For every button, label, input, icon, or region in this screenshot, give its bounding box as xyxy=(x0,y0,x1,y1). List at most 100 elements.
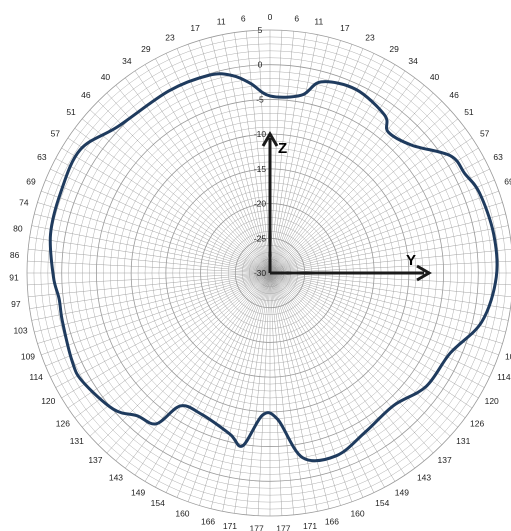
y-axis-arrowhead xyxy=(416,264,432,282)
angle-tick-label: 120 xyxy=(485,396,499,406)
grid-spoke xyxy=(245,272,271,515)
grid-spoke xyxy=(82,272,271,428)
grid-spoke xyxy=(61,272,271,399)
grid-spoke xyxy=(82,118,271,274)
ring-value-label: 0 xyxy=(258,60,263,70)
grid-ring-minor xyxy=(47,50,493,496)
grid-spoke xyxy=(125,77,271,274)
angle-tick-label: 17 xyxy=(340,23,350,33)
ring-value-label: -10 xyxy=(254,129,267,139)
grid-spoke xyxy=(269,32,306,274)
angle-tick-label: 29 xyxy=(141,44,151,54)
grid-spoke xyxy=(269,272,485,388)
grid-spoke xyxy=(269,109,451,274)
angle-tick-label: 143 xyxy=(109,472,123,482)
grid-spoke xyxy=(199,272,271,506)
grid-spoke xyxy=(245,31,271,274)
angle-tick-label: 114 xyxy=(497,372,511,382)
angle-tick-label: 160 xyxy=(175,509,189,519)
grid-spoke xyxy=(222,272,271,512)
grid-spoke xyxy=(269,272,511,297)
grid-ring-minor xyxy=(68,71,472,475)
grid-spoke xyxy=(269,272,511,286)
grid-spoke xyxy=(176,48,271,274)
angle-tick-label: 0 xyxy=(268,12,273,22)
grid-spoke xyxy=(269,272,318,512)
y-axis-label: Y xyxy=(406,252,416,269)
grid-spoke xyxy=(55,272,271,388)
grid-spoke xyxy=(269,272,341,506)
grid-spoke xyxy=(34,213,271,274)
angle-tick-label: 46 xyxy=(81,90,91,100)
axes-layer: Z Y xyxy=(261,131,432,282)
grid-spoke xyxy=(269,34,318,274)
grid-spoke xyxy=(269,272,364,498)
angle-tick-label: 154 xyxy=(151,498,165,508)
angle-tick-label: 69 xyxy=(26,176,36,186)
angle-tick-label: 57 xyxy=(480,129,490,139)
angle-tick-label: 86 xyxy=(10,250,20,260)
grid-spoke xyxy=(257,30,271,274)
grid-spoke xyxy=(269,272,283,516)
grid-spoke xyxy=(269,260,511,274)
grid-spoke xyxy=(31,225,271,274)
grid-spoke xyxy=(234,272,271,514)
ring-value-label: 5 xyxy=(258,25,263,35)
grid-spoke xyxy=(269,272,479,399)
grid-spoke xyxy=(27,260,271,274)
grid-spoke xyxy=(269,64,396,274)
angle-tick-label: 166 xyxy=(201,516,215,526)
grid-spoke xyxy=(269,37,330,274)
ring-value-label: -5 xyxy=(256,94,264,104)
grid-spoke xyxy=(257,272,271,516)
grid-ring-minor xyxy=(75,78,465,468)
grid-spokes xyxy=(27,30,511,516)
grid-spoke xyxy=(269,40,341,274)
grid-spoke xyxy=(269,158,485,274)
angle-tick-label: 63 xyxy=(493,152,503,162)
angle-tick-label: 11 xyxy=(314,17,323,27)
grid-spoke xyxy=(98,101,271,274)
grid-spoke xyxy=(269,272,353,502)
grid-ring-major xyxy=(61,64,479,482)
grid-spoke xyxy=(269,70,406,274)
grid-spoke xyxy=(37,272,271,344)
grid-spoke xyxy=(31,272,271,321)
grid-spoke xyxy=(269,272,330,509)
angle-tick-label: 177 xyxy=(250,524,264,531)
grid-spoke xyxy=(210,272,271,509)
grid-ring-major xyxy=(96,99,444,447)
grid-spoke xyxy=(27,272,271,286)
grid-spoke xyxy=(269,118,458,274)
z-axis-label: Z xyxy=(278,140,287,157)
grid-spoke xyxy=(67,137,271,274)
angle-tick-label: 74 xyxy=(19,197,29,207)
grid-spoke xyxy=(269,237,511,274)
grid-spoke xyxy=(45,179,271,274)
grid-spoke xyxy=(269,179,495,274)
angle-tick-label: 131 xyxy=(456,436,470,446)
angle-tick-label: 51 xyxy=(66,107,76,117)
grid-spoke xyxy=(28,272,271,298)
series-line xyxy=(48,72,499,463)
angle-tick-label: 29 xyxy=(389,44,399,54)
grid-spoke xyxy=(176,272,271,498)
grid-spoke xyxy=(155,272,271,488)
ring-labels: 5 0 -5 -10 -15 -20 -25 -30 xyxy=(254,25,267,278)
ring-value-label: -30 xyxy=(254,268,267,278)
grid-spoke xyxy=(199,40,271,274)
angle-tick-label: 137 xyxy=(88,455,102,465)
angle-tick-label: 171 xyxy=(223,521,237,531)
grid-spoke xyxy=(165,272,271,493)
angle-tick-label: 23 xyxy=(165,32,175,42)
grid-spoke xyxy=(269,249,511,274)
angle-tick-label: 6 xyxy=(241,13,246,23)
angle-tick-label: 149 xyxy=(395,487,409,497)
grid-ring-minor xyxy=(103,106,437,440)
angle-tick-label: 40 xyxy=(430,72,440,82)
angle-tick-label: 34 xyxy=(408,56,418,66)
grid-ring-minor xyxy=(33,36,507,510)
grid-spoke xyxy=(269,92,434,274)
angle-tick-label: 11 xyxy=(217,17,226,27)
angle-tick-label: 17 xyxy=(190,23,200,33)
